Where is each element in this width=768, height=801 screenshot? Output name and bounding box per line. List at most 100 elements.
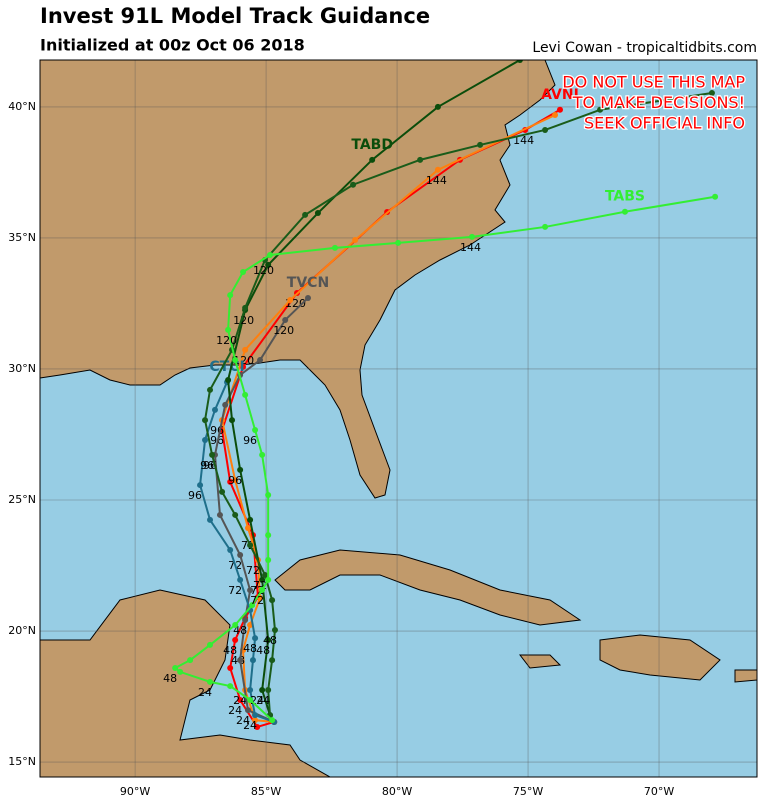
hour-label: 120 bbox=[273, 324, 294, 337]
track-point bbox=[304, 294, 311, 301]
hour-label: 24 bbox=[233, 694, 247, 707]
track-point bbox=[207, 678, 214, 685]
track-point bbox=[265, 576, 272, 583]
track-point bbox=[352, 237, 359, 244]
track-line bbox=[204, 92, 713, 716]
track-point bbox=[350, 181, 357, 188]
track-point bbox=[468, 233, 475, 240]
track-point bbox=[237, 576, 244, 583]
track-point bbox=[254, 723, 261, 730]
y-tick-label: 40°N bbox=[8, 100, 36, 113]
track-point bbox=[242, 304, 249, 311]
track-point bbox=[232, 477, 239, 484]
subtitle: Initialized at 00z Oct 06 2018 bbox=[40, 36, 305, 55]
track-point bbox=[227, 292, 234, 299]
track-point bbox=[197, 482, 204, 489]
track-point bbox=[240, 363, 247, 370]
track-point bbox=[232, 636, 239, 643]
track-point bbox=[259, 586, 266, 593]
track-point bbox=[252, 635, 259, 642]
jamaica bbox=[518, 654, 562, 669]
track-point bbox=[262, 571, 269, 578]
hour-label: 96 bbox=[188, 489, 202, 502]
track-point bbox=[269, 717, 276, 724]
track-point bbox=[552, 112, 559, 119]
track-point bbox=[207, 516, 214, 523]
hour-label: 24 bbox=[236, 714, 250, 727]
land bbox=[40, 60, 757, 777]
hour-label: 72 bbox=[228, 584, 242, 597]
track-point bbox=[269, 657, 276, 664]
warning-line: DO NOT USE THIS MAP bbox=[562, 73, 745, 92]
hour-label: 48 bbox=[243, 642, 257, 655]
track-point bbox=[237, 696, 244, 703]
track-point bbox=[202, 417, 209, 424]
track-point bbox=[369, 156, 376, 163]
credit: Levi Cowan - tropicaltidbits.com bbox=[532, 40, 757, 56]
track-line bbox=[221, 108, 561, 729]
track-point bbox=[265, 492, 272, 499]
cuba bbox=[274, 549, 582, 626]
track-point bbox=[331, 244, 338, 251]
track-point bbox=[267, 251, 274, 258]
track-point bbox=[247, 542, 254, 549]
hour-label: 48 bbox=[256, 644, 270, 657]
hour-label: 48 bbox=[223, 644, 237, 657]
track-point bbox=[302, 211, 309, 218]
track-point bbox=[247, 516, 254, 523]
track-point bbox=[202, 436, 209, 443]
hour-label: 24 bbox=[256, 694, 270, 707]
track-point bbox=[172, 664, 179, 671]
track-point bbox=[265, 686, 272, 693]
track-point bbox=[222, 401, 229, 408]
hour-label: 144 bbox=[460, 241, 481, 254]
track-point bbox=[247, 587, 254, 594]
track-point bbox=[237, 552, 244, 559]
track-point bbox=[282, 316, 289, 323]
map-frame bbox=[39, 59, 758, 778]
y-tick-label: 25°N bbox=[8, 493, 36, 506]
x-tick-label: 85°W bbox=[251, 785, 281, 798]
track-point bbox=[708, 90, 715, 97]
hour-label: 72 bbox=[246, 564, 260, 577]
model-name: TABS bbox=[605, 189, 645, 205]
hour-label: 120 bbox=[233, 354, 254, 367]
x-tick-label: 70°W bbox=[644, 785, 674, 798]
track-point bbox=[252, 717, 259, 724]
track-point bbox=[287, 297, 294, 304]
x-tick-label: 80°W bbox=[382, 785, 412, 798]
track-point bbox=[247, 696, 254, 703]
track-point bbox=[417, 156, 424, 163]
grid: 90°W 85°W 80°W 75°W 70°W 15°N 20°N 25°N 30°N 35°N… bbox=[8, 60, 757, 798]
model-name: TVCN bbox=[287, 275, 329, 291]
track-point bbox=[249, 657, 256, 664]
track-point bbox=[516, 60, 523, 63]
track-point bbox=[216, 511, 223, 518]
track-point bbox=[249, 602, 256, 609]
model-name: AVNI bbox=[541, 87, 579, 103]
track-point bbox=[712, 193, 719, 200]
track-point bbox=[434, 166, 441, 173]
track-point bbox=[265, 636, 272, 643]
track-point bbox=[265, 532, 272, 539]
y-tick-label: 20°N bbox=[8, 624, 36, 637]
track-point bbox=[240, 269, 247, 276]
hour-label: 24 bbox=[243, 719, 257, 732]
hour-label: 120 bbox=[233, 314, 254, 327]
track-point bbox=[257, 357, 264, 364]
warning-line: TO MAKE DECISIONS! bbox=[572, 93, 745, 112]
model-name: TABD bbox=[351, 137, 393, 153]
track-point bbox=[237, 466, 244, 473]
hour-label: 24 bbox=[228, 704, 242, 717]
y-tick-label: 35°N bbox=[8, 231, 36, 244]
track-point bbox=[177, 668, 184, 675]
track-point bbox=[252, 712, 259, 719]
y-tick-label: 15°N bbox=[8, 755, 36, 768]
warning-line: SEEK OFFICIAL INFO bbox=[584, 114, 745, 133]
hour-label: 72 bbox=[250, 594, 264, 607]
track-point bbox=[245, 707, 252, 714]
track-point bbox=[242, 391, 249, 398]
